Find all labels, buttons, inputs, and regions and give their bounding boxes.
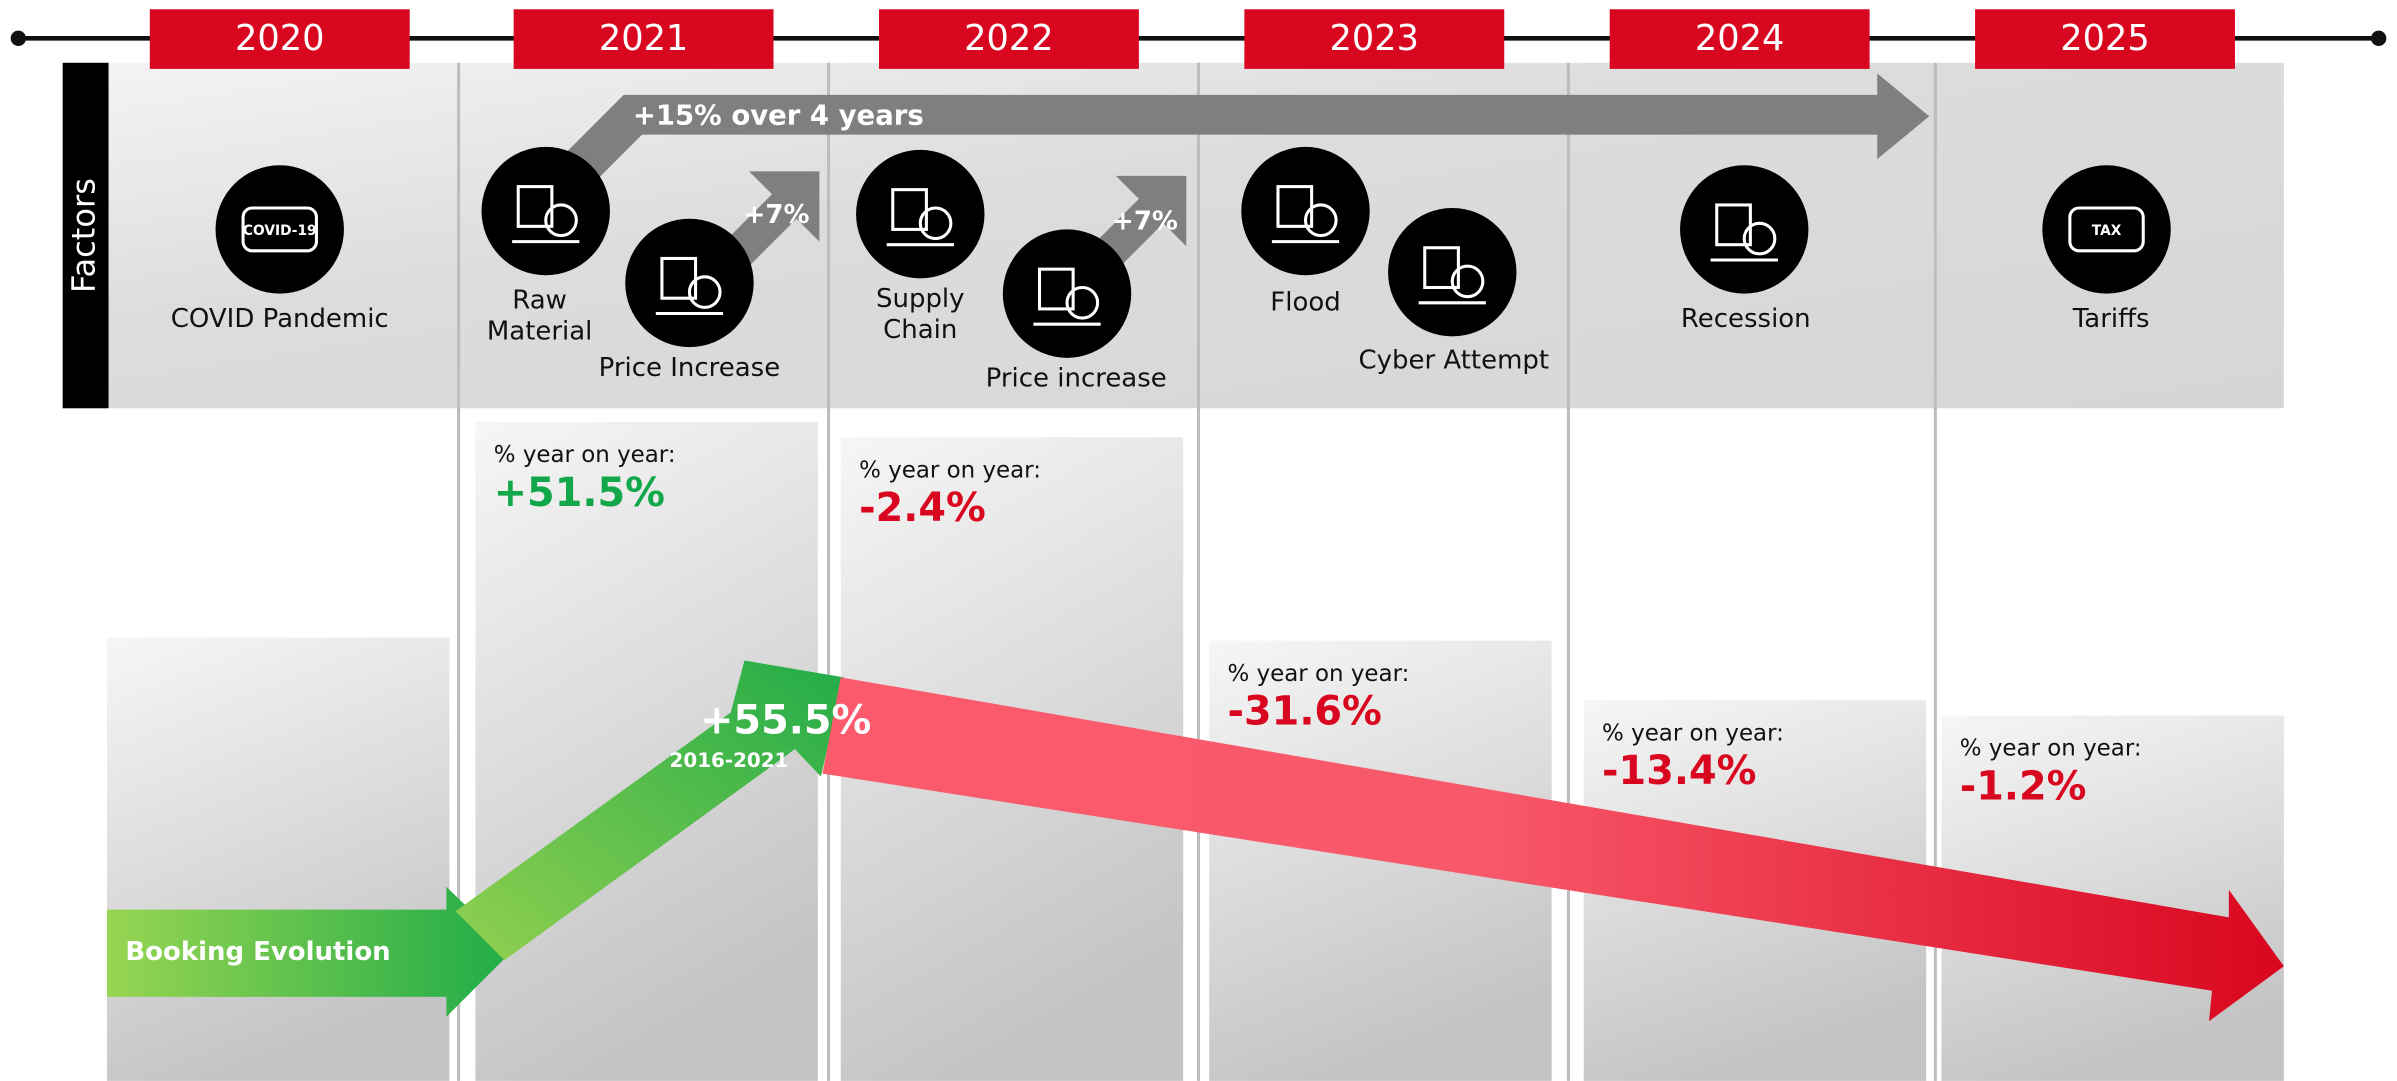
year-box	[879, 9, 1139, 69]
year-box	[1975, 9, 2235, 69]
icon-glyph	[544, 203, 578, 238]
factor-label: Cyber Attempt	[1359, 345, 1550, 375]
trend-arrow-label: +15% over 4 years	[633, 99, 924, 131]
timeline-dot	[2371, 30, 2387, 46]
year-box	[149, 9, 410, 69]
factor-label: Price Increase	[599, 353, 781, 383]
factor-label: Price increase	[986, 364, 1167, 394]
factor-label: Chain	[883, 315, 957, 345]
booking-label: Booking Evolution	[125, 937, 390, 967]
factor-icon	[1388, 208, 1517, 337]
icon-glyph	[1065, 285, 1100, 320]
yoy-value: -31.6%	[1228, 689, 1382, 735]
year-label: 2022	[964, 18, 1053, 59]
factor-label: COVID Pandemic	[171, 304, 389, 334]
factor-icon	[1241, 146, 1370, 276]
yoy-label: % year on year:	[859, 457, 1041, 483]
year-label: 2020	[235, 18, 324, 59]
icon-glyph	[687, 275, 722, 309]
factor-label: Material	[487, 316, 593, 346]
icon-frame	[2068, 206, 2145, 253]
icon-glyph	[918, 206, 953, 241]
icon-glyph	[1742, 221, 1777, 256]
year-label: 2025	[2060, 18, 2149, 59]
factor-icon	[625, 218, 754, 348]
icon-glyph	[1450, 264, 1485, 299]
yoy-label: % year on year:	[1228, 661, 1410, 687]
yoy-value: +51.5%	[494, 470, 665, 516]
icon-frame	[241, 206, 318, 253]
factor-icon	[481, 146, 610, 276]
yoy-label: % year on year:	[1960, 736, 2142, 762]
factor-label: Supply	[876, 284, 965, 314]
factor-label: Recession	[1681, 304, 1811, 334]
small-arrow-label: +7%	[744, 200, 810, 230]
factor-icon	[1680, 165, 1809, 294]
factors-tab	[62, 62, 109, 409]
booking-bar	[107, 637, 450, 1081]
yoy-value: -2.4%	[859, 485, 986, 531]
factor-label: Tariffs	[2072, 304, 2150, 334]
small-arrow-label: +7%	[1112, 206, 1178, 236]
year-box	[513, 9, 774, 69]
factor-icon	[1002, 229, 1132, 358]
yoy-label: % year on year:	[1602, 720, 1784, 746]
year-label: 2021	[599, 18, 688, 59]
icon-glyph	[1303, 203, 1338, 238]
year-label: 2024	[1695, 18, 1784, 59]
trend-arrow	[565, 73, 1930, 181]
factor-icon	[2042, 165, 2171, 294]
year-box	[1609, 9, 1870, 69]
yoy-value: -13.4%	[1602, 748, 1756, 794]
growth-period: 2016-2021	[670, 749, 789, 772]
icon-text: TAX	[2092, 223, 2122, 239]
yoy-label: % year on year:	[494, 442, 676, 468]
factor-label: Raw	[512, 286, 567, 316]
year-label: 2023	[1330, 18, 1419, 59]
decline-arrow	[822, 677, 2284, 1022]
yoy-value: -1.2%	[1960, 763, 2087, 809]
factor-icon	[215, 165, 344, 294]
booking-arrow	[107, 886, 513, 1017]
factor-label: Flood	[1270, 287, 1340, 317]
timeline-dot	[10, 30, 26, 46]
year-box	[1244, 9, 1505, 69]
growth-arrow	[455, 660, 844, 961]
growth-value: +55.5%	[700, 698, 871, 744]
icon-text: COVID-19	[243, 223, 317, 239]
factors-label: Factors	[65, 178, 103, 293]
factor-icon	[856, 149, 985, 279]
